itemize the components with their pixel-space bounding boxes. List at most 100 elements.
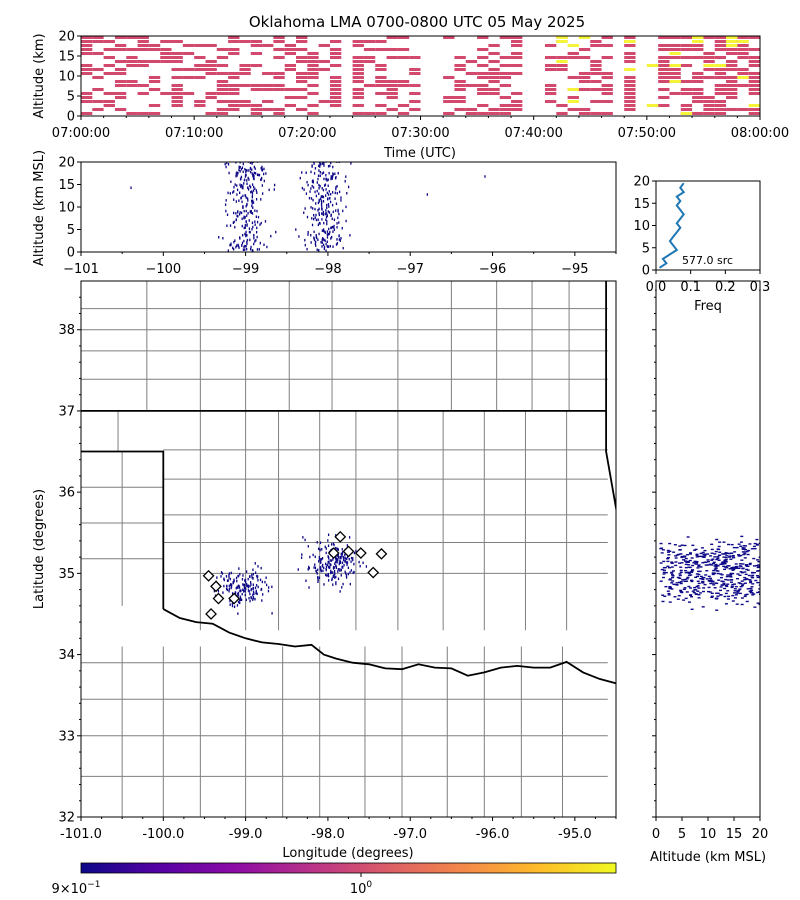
time-height-bin: [726, 96, 738, 99]
alt-lat-point: [715, 582, 719, 585]
alt-lat-point: [706, 560, 710, 563]
plan-view-point: [257, 565, 259, 568]
lon-alt-point: [242, 248, 245, 252]
plan-view-point: [305, 579, 307, 582]
lon-alt-point: [244, 232, 246, 236]
alt-histogram-y-tick-label: 15: [633, 197, 650, 212]
time-height-bin: [296, 96, 308, 99]
time-height-bin: [624, 100, 636, 103]
plan-view-point: [244, 586, 246, 590]
alt-lat-point: [739, 545, 743, 547]
alt-lat-point: [722, 541, 726, 543]
plan-view-point: [337, 547, 339, 551]
lon-alt-point: [316, 248, 318, 251]
time-height-bin: [454, 108, 466, 111]
lon-alt-point: [246, 242, 248, 246]
alt-lat-point: [687, 571, 691, 574]
lon-alt-point: [233, 185, 235, 189]
alt-lat-point: [719, 573, 723, 575]
time-height-bin: [250, 40, 263, 43]
alt-lat-point: [697, 597, 701, 599]
time-height-bin-high: [567, 88, 579, 91]
alt-lat-point: [737, 582, 741, 584]
alt-lat-point: [717, 579, 721, 581]
lon-alt-point: [317, 238, 319, 242]
alt-lat-point: [741, 547, 745, 549]
time-height-bin: [499, 104, 512, 107]
plan-view-point: [335, 559, 338, 563]
alt-lat-point: [724, 578, 728, 581]
plan-view-point: [337, 568, 339, 571]
alt-lat-point: [664, 571, 668, 574]
lon-alt-point: [246, 214, 248, 217]
plan-view-point: [248, 590, 250, 593]
alt-lat-point: [696, 580, 700, 582]
time-height-bin: [114, 68, 127, 71]
alt-lat-point: [687, 585, 691, 588]
lon-alt-point: [240, 185, 242, 188]
lon-alt-point: [241, 244, 243, 247]
alt-lat-point: [688, 552, 692, 554]
lon-alt-point: [259, 223, 261, 226]
lon-alt-point: [260, 221, 262, 225]
alt-lat-point: [679, 566, 683, 568]
time-height-bin: [329, 40, 342, 43]
lma-station-marker: [210, 580, 222, 593]
alt-lat-point: [740, 572, 744, 574]
alt-lat-point: [721, 561, 725, 563]
alt-lat-point: [718, 551, 722, 553]
lon-alt-point: [245, 204, 247, 208]
lon-alt-point: [335, 243, 338, 246]
alt-lat-point: [680, 591, 684, 593]
lon-alt-point: [305, 192, 308, 195]
time-height-bin: [488, 112, 500, 115]
alt-lat-point: [737, 543, 741, 545]
lon-alt-point: [312, 179, 314, 183]
time-height-bin: [590, 68, 602, 71]
time-height-bin-high: [737, 40, 749, 43]
plan-view-point: [225, 587, 228, 591]
lon-alt-point: [484, 175, 486, 178]
lon-alt-point: [326, 230, 329, 233]
alt-lat-point: [680, 544, 684, 546]
alt-lat-point: [743, 579, 747, 581]
time-height-bin: [477, 56, 489, 59]
lon-alt-point: [251, 204, 253, 208]
time-height-bin: [137, 36, 149, 39]
alt-lat-point: [758, 584, 760, 586]
alt-lat-point: [688, 559, 692, 562]
alt-lat-point: [726, 590, 730, 592]
alt-lat-point: [695, 556, 699, 558]
alt-lat-point: [725, 555, 729, 557]
lon-alt-point: [252, 206, 254, 209]
alt-lat-point: [717, 545, 721, 548]
alt-lat-point: [749, 592, 753, 594]
alt-lat-point: [680, 562, 684, 564]
alt-lat-point: [756, 576, 760, 579]
lon-alt-point: [246, 182, 248, 185]
time-height-bin: [499, 72, 512, 75]
plan-view-point: [358, 560, 360, 564]
time-height-bin: [556, 64, 568, 67]
plan-view-point: [342, 582, 344, 586]
plan-view-point: [254, 586, 257, 590]
alt-histogram-x-ticks: 0.0 0.1 0.2 0.3: [646, 270, 770, 295]
time-height-bin: [590, 40, 602, 43]
plan-view-point: [325, 568, 327, 572]
lon-alt-point: [235, 200, 237, 203]
time-height-bin: [318, 100, 330, 103]
alt-lat-point: [743, 557, 747, 559]
alt-lat-point: [691, 590, 695, 592]
time-height-bin: [556, 68, 568, 71]
lon-alt-point: [327, 232, 330, 236]
lon-alt-point: [260, 166, 262, 170]
time-height-bin: [409, 72, 421, 75]
plan-view-point: [330, 571, 332, 574]
alt-lat-point: [725, 575, 729, 578]
time-height-bin: [126, 36, 138, 39]
alt-lat-point: [702, 587, 706, 589]
lon-alt-point: [341, 226, 343, 230]
plan-view-point: [308, 566, 310, 570]
time-height-bin-high: [646, 104, 659, 107]
lon-alt-point: [312, 198, 314, 202]
